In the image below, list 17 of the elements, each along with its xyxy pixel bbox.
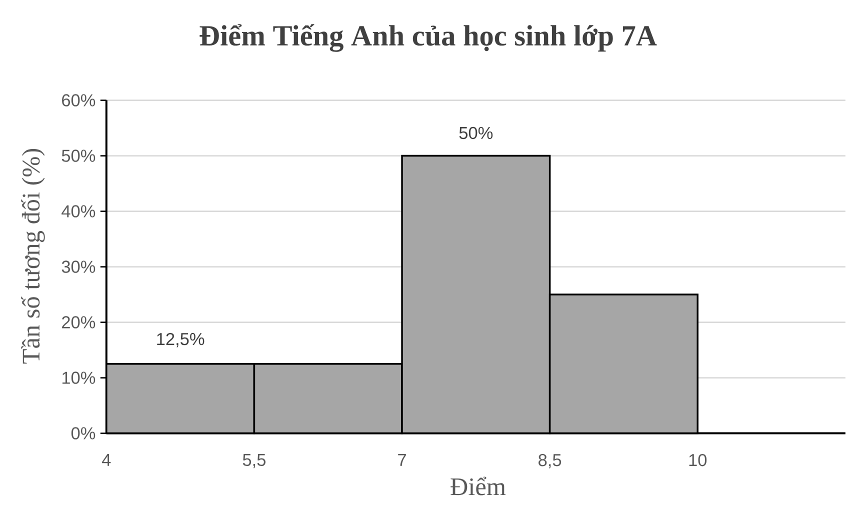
x-tick-label: 8,5 [538,454,562,468]
y-tick-label: 0% [71,427,96,440]
y-tick-label: 10% [62,372,96,384]
x-tick-label: 5,5 [242,454,266,468]
data-label: 50% [459,126,493,140]
chart-title: Điểm Tiếng Anh của học sinh lớp 7A [200,24,657,52]
x-tick-label: 4 [102,454,111,466]
x-axis-title: Điểm [450,476,506,496]
x-tick-label: 7 [398,454,406,466]
data-label: 12,5% [157,332,204,348]
y-tick-label: 40% [62,205,96,218]
x-tick-label: 10 [689,454,707,466]
y-tick-label: 60% [62,94,96,106]
y-tick-label: 50% [62,150,96,162]
y-tick-label: 30% [62,260,96,273]
y-tick-label: 20% [62,316,96,328]
y-axis-title: Tần số tương đối (%) [21,148,45,364]
